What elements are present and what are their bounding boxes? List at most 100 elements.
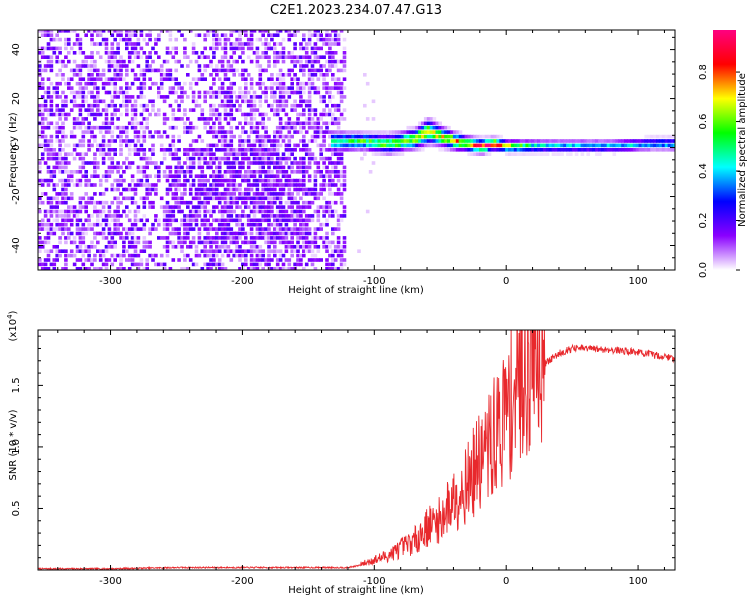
spectrogram-cell <box>264 139 268 143</box>
spectrogram-cell <box>296 165 300 170</box>
spectrogram-cell <box>122 253 126 258</box>
spectrogram-cell <box>484 152 489 156</box>
spectrogram-cell <box>290 90 294 95</box>
spectrogram-cell <box>290 227 294 231</box>
spectrogram-cell <box>339 200 344 205</box>
spectrogram-cell <box>273 183 277 187</box>
spectrogram-cell <box>215 37 219 42</box>
spectrogram-cell <box>55 81 59 86</box>
spectrogram-cell <box>470 152 474 156</box>
spectrogram-cell <box>264 130 268 134</box>
spectrogram-cell <box>203 156 207 161</box>
spectrogram-cell <box>336 170 341 174</box>
spectrogram-cell <box>290 170 294 174</box>
spectrogram-cell <box>333 81 338 86</box>
spectrogram-cell <box>267 262 271 267</box>
spectrogram-cell <box>159 30 164 33</box>
spectrogram-cell <box>235 253 239 258</box>
spectrogram-cell <box>316 33 321 37</box>
spectrogram-cell <box>183 178 187 183</box>
spectrogram-cell <box>40 55 45 59</box>
spectrogram-cell <box>246 161 251 165</box>
spectrogram-cell <box>270 73 274 77</box>
spectrogram-cell <box>261 51 265 55</box>
spectrogram-cell <box>101 161 106 165</box>
spectrogram-cell <box>55 95 59 99</box>
spectrogram-cell <box>592 143 596 148</box>
spectrogram-cell <box>113 253 117 258</box>
spectrogram-cell <box>38 130 42 134</box>
spectrogram-cell <box>217 121 222 126</box>
spectrogram-cell <box>197 156 202 161</box>
spectrogram-cell <box>632 139 637 143</box>
spectrogram-cell <box>226 192 231 196</box>
spectrogram-cell <box>296 240 300 245</box>
spectrogram-cell <box>197 236 202 240</box>
spectrogram-cell <box>203 196 207 201</box>
spectrogram-cell <box>90 33 94 37</box>
spectrogram-cell <box>101 81 106 86</box>
spectrogram-cell <box>162 222 167 227</box>
spectrogram-cell <box>270 152 274 156</box>
spectrogram-cell <box>267 253 271 258</box>
spectrogram-cell <box>304 143 309 148</box>
spectrogram-cell <box>635 148 640 152</box>
spectrogram-cell <box>255 183 260 187</box>
spectrogram-cell <box>667 134 672 139</box>
spectrogram-cell <box>209 253 213 258</box>
spectrogram-cell <box>49 227 54 231</box>
spectrogram-cell <box>273 46 277 51</box>
spectrogram-cell <box>145 108 149 112</box>
spectrogram-cell <box>52 165 57 170</box>
spectrogram-cell <box>226 209 231 214</box>
spectrogram-cell <box>264 187 268 192</box>
spectrogram-cell <box>148 156 152 161</box>
spectrogram-cell <box>331 134 335 139</box>
spectrogram-cell <box>409 139 413 143</box>
spectrogram-cell <box>215 90 219 95</box>
spectrogram-cell <box>444 125 448 130</box>
spectrogram-cell <box>284 214 289 218</box>
spectrogram-cell <box>55 86 59 90</box>
spectrogram-cell <box>61 196 65 201</box>
spectrogram-cell <box>328 42 332 46</box>
spectrogram-cell <box>287 73 292 77</box>
spectrogram-cell <box>217 200 222 205</box>
spectrogram-cell <box>319 37 323 42</box>
spectrogram-cell <box>55 183 59 187</box>
spectrogram-cell <box>64 262 68 267</box>
spectrogram-cell <box>313 187 318 192</box>
spectrogram-cell <box>122 236 126 240</box>
y-tick-label: -20 <box>11 188 22 204</box>
spectrogram-cell <box>84 231 88 236</box>
spectrogram-cell <box>191 99 196 104</box>
spectrogram-cell <box>107 258 112 262</box>
spectrogram-cell <box>252 205 257 209</box>
spectrogram-cell <box>58 222 62 227</box>
spectrogram-cell <box>513 152 518 156</box>
spectrogram-cell <box>116 51 120 55</box>
spectrogram-cell <box>258 161 263 165</box>
spectrogram-cell <box>49 134 54 139</box>
spectrogram-cell <box>609 139 614 143</box>
spectrogram-cell <box>331 30 335 33</box>
y-tick-label: 40 <box>11 43 22 56</box>
spectrogram-cell <box>606 139 611 143</box>
spectrogram-cell <box>400 139 405 143</box>
spectrogram-cell <box>101 37 106 42</box>
spectrogram-cell <box>333 245 338 249</box>
spectrogram-cell <box>664 134 669 139</box>
spectrogram-cell <box>87 139 91 143</box>
spectrogram-cell <box>577 143 582 148</box>
spectrogram-cell <box>197 90 202 95</box>
snr-panel: -300 -200 -100 0 100 0.51.01.5 Height of str… <box>6 310 676 596</box>
spectrogram-cell <box>200 170 205 174</box>
spectrogram-cell <box>191 51 196 55</box>
spectrogram-cell <box>125 156 129 161</box>
spectrogram-cell <box>658 134 663 139</box>
spectrogram-cell <box>69 240 74 245</box>
spectrogram-cell <box>307 30 312 33</box>
spectrogram-cell <box>394 148 399 152</box>
spectrogram-cell <box>241 227 245 231</box>
spectrogram-cell <box>136 42 141 46</box>
